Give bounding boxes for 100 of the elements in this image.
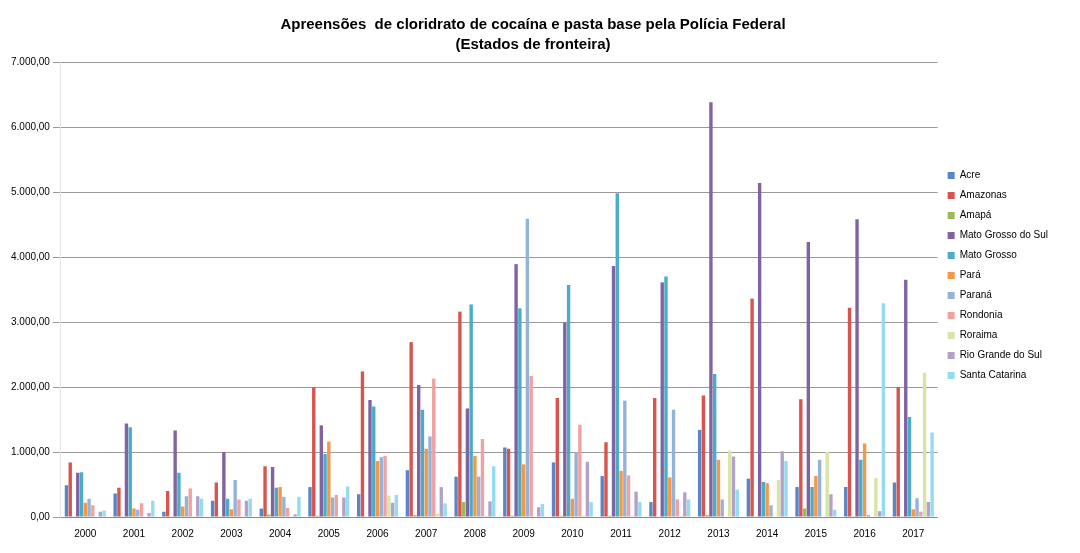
x-tick-label: 2015 (804, 527, 828, 539)
chart-subtitle: (Estados de fronteira) (455, 35, 611, 53)
bar (626, 475, 631, 517)
bar (248, 498, 252, 517)
bar (177, 472, 181, 517)
legend-label: Rio Grande do Sul (959, 349, 1042, 361)
bar (825, 452, 829, 517)
bar (600, 476, 604, 517)
bar (409, 342, 413, 517)
x-tick-label: 2012 (658, 527, 682, 539)
bar (649, 502, 653, 517)
bar (102, 510, 106, 517)
legend-label: Roraima (959, 329, 998, 341)
bar (282, 496, 286, 517)
bar (874, 478, 878, 517)
legend-label: Acre (959, 169, 981, 181)
bar (98, 511, 103, 517)
bar (529, 375, 533, 517)
bar (540, 504, 545, 517)
bar (237, 499, 241, 517)
bar (855, 219, 859, 517)
x-tick-label: 2014 (756, 527, 779, 539)
bar (795, 487, 799, 517)
bar (188, 488, 192, 517)
y-tick-label: 0,00 (30, 510, 51, 522)
bar (709, 102, 713, 517)
bar (634, 491, 638, 517)
bar (345, 486, 350, 517)
bar (297, 496, 301, 517)
bar (124, 423, 129, 517)
bar (342, 497, 346, 517)
bar (675, 499, 679, 517)
bar (784, 461, 788, 517)
bar (263, 466, 267, 517)
bar (668, 477, 672, 517)
bar (379, 457, 383, 517)
y-tick-label: 4.000,00 (10, 250, 51, 262)
x-tick-label: 2009 (512, 527, 536, 539)
x-tick-label: 2000 (74, 527, 97, 539)
x-tick-label: 2005 (317, 527, 341, 539)
bar (293, 514, 297, 517)
bar (664, 276, 668, 517)
legend-label: Santa Catarina (959, 369, 1027, 381)
bar (551, 462, 556, 517)
bar (233, 479, 237, 517)
bar (454, 476, 458, 517)
bar (570, 498, 575, 517)
x-tick-label: 2010 (561, 527, 584, 539)
legend-label: Pará (959, 269, 982, 281)
bar (91, 505, 95, 517)
bar (492, 466, 496, 517)
bar (132, 508, 136, 517)
y-tick-label: 2.000,00 (10, 380, 51, 392)
bar (780, 451, 784, 517)
x-tick-label: 2011 (610, 527, 633, 539)
bar (184, 496, 189, 517)
bar (323, 453, 327, 517)
bar (832, 509, 837, 517)
x-tick-label: 2006 (366, 527, 390, 539)
bar (473, 455, 477, 517)
bar (469, 304, 473, 517)
bar (87, 498, 91, 517)
bar (829, 494, 833, 517)
bar (113, 493, 117, 517)
bar (147, 513, 151, 517)
bar (638, 502, 642, 517)
bar (165, 491, 170, 517)
bar (683, 492, 687, 517)
bar (503, 447, 507, 517)
bar (604, 442, 608, 517)
legend-label: Paraná (959, 289, 993, 301)
bar (225, 498, 230, 517)
bar (308, 487, 312, 517)
y-tick-label: 1.000,00 (10, 445, 51, 457)
bar (799, 399, 803, 517)
bar (136, 509, 140, 517)
bar (64, 485, 69, 517)
bar (589, 502, 593, 517)
x-tick-label: 2008 (463, 527, 487, 539)
bar (162, 511, 166, 517)
bar (926, 502, 931, 517)
bar (222, 452, 226, 517)
bar (563, 322, 567, 517)
x-tick-label: 2002 (171, 527, 195, 539)
bar (199, 498, 204, 517)
bar (514, 264, 518, 517)
bar (461, 502, 466, 517)
y-tick-label: 3.000,00 (10, 315, 51, 327)
bar (173, 430, 177, 517)
x-tick-label: 2017 (902, 527, 925, 539)
bar (518, 308, 522, 517)
bar (578, 424, 582, 517)
x-tick-label: 2004 (268, 527, 292, 539)
bar (428, 436, 432, 517)
bar (435, 513, 440, 517)
chart-title: Apreensões de cloridrato de cocaína e pasta base pela Polícia Federal (280, 15, 786, 33)
bar (810, 487, 814, 517)
bar (210, 500, 215, 517)
bar (919, 511, 923, 517)
bar (536, 507, 541, 517)
